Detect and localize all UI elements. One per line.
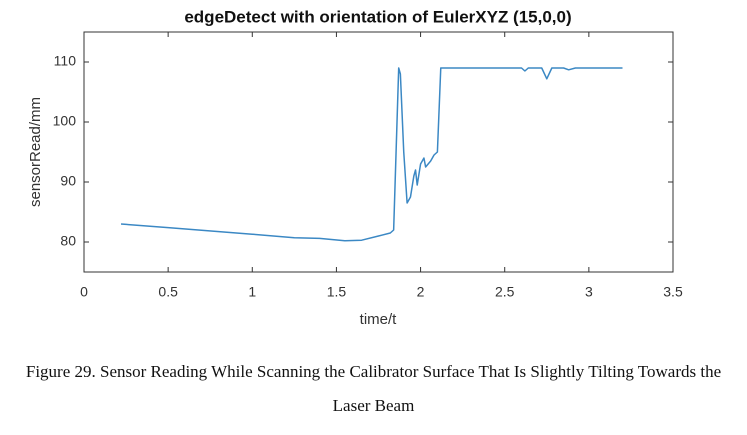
plot-frame [83,31,674,273]
y-axis-label: sensorRead/mm [27,97,44,207]
chart: edgeDetect with orientation of EulerXYZ … [27,7,683,328]
x-tick-label: 2 [417,284,425,300]
y-tick-label: 80 [60,233,76,249]
y-tick-label: 100 [53,113,77,129]
x-tick-label: 1.5 [327,284,347,300]
y-tick-label: 110 [54,53,77,69]
data-line [120,67,623,242]
x-axis-label: time/t [360,311,398,328]
chart-title: edgeDetect with orientation of EulerXYZ … [184,7,571,26]
x-tick-label: 2.5 [495,284,515,300]
x-tick-label: 0 [80,284,88,300]
x-tick-label: 3 [585,284,593,300]
x-tick-label: 1 [248,284,256,300]
y-tick-label: 90 [60,173,76,189]
x-tick-label: 0.5 [158,284,178,300]
figure-caption: Figure 29. Sensor Reading While Scanning… [25,362,722,415]
x-tick-label: 3.5 [663,284,683,300]
